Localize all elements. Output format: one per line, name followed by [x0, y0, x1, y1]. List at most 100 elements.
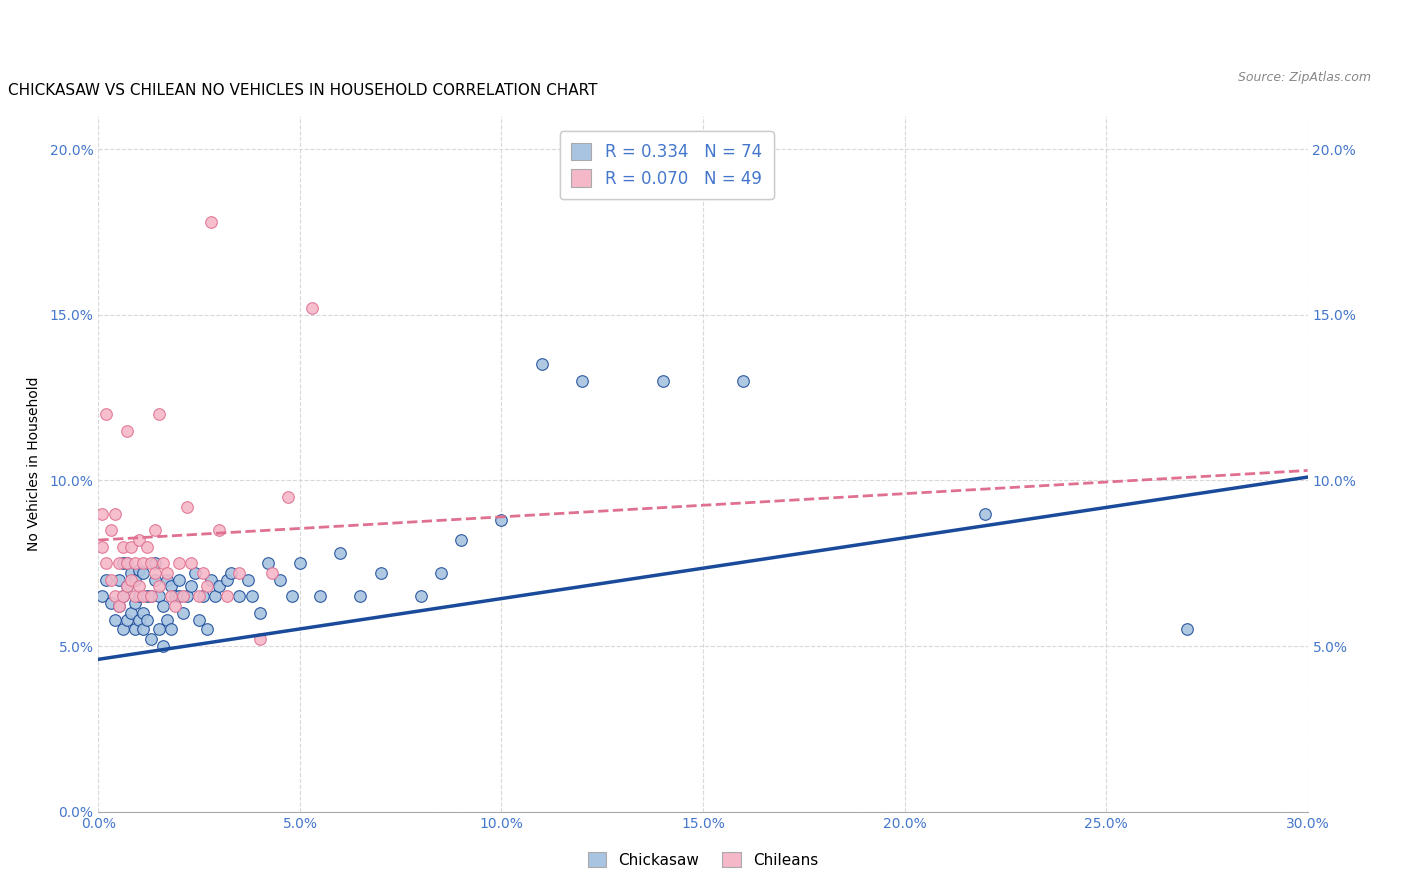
Point — [160, 623, 183, 637]
Point — [176, 500, 198, 514]
Point — [96, 556, 118, 570]
Point — [256, 556, 278, 570]
Point — [120, 606, 142, 620]
Point — [107, 599, 129, 614]
Point — [132, 566, 155, 581]
Point — [143, 523, 166, 537]
Point — [143, 556, 166, 570]
Point — [236, 573, 259, 587]
Point — [249, 632, 271, 647]
Point — [167, 573, 190, 587]
Point — [128, 579, 150, 593]
Point — [115, 613, 138, 627]
Point — [115, 424, 138, 438]
Point — [128, 563, 150, 577]
Point — [124, 596, 146, 610]
Point — [195, 623, 218, 637]
Point — [180, 556, 202, 570]
Point — [115, 556, 138, 570]
Point — [733, 374, 755, 388]
Point — [100, 573, 122, 587]
Text: Source: ZipAtlas.com: Source: ZipAtlas.com — [1237, 71, 1371, 85]
Point — [120, 573, 142, 587]
Point — [103, 613, 125, 627]
Point — [1175, 623, 1198, 637]
Point — [571, 374, 593, 388]
Point — [349, 590, 371, 604]
Point — [281, 590, 304, 604]
Point — [115, 579, 138, 593]
Point — [135, 540, 157, 554]
Point — [167, 556, 190, 570]
Point — [163, 590, 186, 604]
Point — [139, 632, 162, 647]
Point — [103, 507, 125, 521]
Point — [288, 556, 311, 570]
Point — [269, 573, 291, 587]
Point — [370, 566, 392, 581]
Point — [111, 590, 134, 604]
Text: CHICKASAW VS CHILEAN NO VEHICLES IN HOUSEHOLD CORRELATION CHART: CHICKASAW VS CHILEAN NO VEHICLES IN HOUS… — [8, 83, 598, 98]
Legend: R = 0.334   N = 74, R = 0.070   N = 49: R = 0.334 N = 74, R = 0.070 N = 49 — [560, 131, 773, 199]
Point — [409, 590, 432, 604]
Point — [228, 590, 250, 604]
Point — [103, 590, 125, 604]
Point — [228, 566, 250, 581]
Point — [132, 556, 155, 570]
Point — [128, 533, 150, 547]
Point — [124, 590, 146, 604]
Point — [204, 590, 226, 604]
Point — [148, 579, 170, 593]
Point — [180, 579, 202, 593]
Point — [156, 566, 179, 581]
Point — [172, 606, 194, 620]
Point — [139, 556, 162, 570]
Point — [195, 579, 218, 593]
Point — [491, 513, 513, 527]
Point — [115, 579, 138, 593]
Point — [107, 573, 129, 587]
Point — [301, 301, 323, 315]
Point — [96, 573, 118, 587]
Point — [132, 590, 155, 604]
Point — [139, 590, 162, 604]
Point — [143, 573, 166, 587]
Point — [309, 590, 332, 604]
Point — [124, 556, 146, 570]
Point — [111, 540, 134, 554]
Point — [163, 599, 186, 614]
Point — [530, 358, 553, 372]
Point — [208, 579, 231, 593]
Point — [107, 599, 129, 614]
Point — [124, 573, 146, 587]
Point — [143, 566, 166, 581]
Point — [329, 546, 352, 560]
Point — [277, 490, 299, 504]
Point — [111, 590, 134, 604]
Point — [200, 573, 222, 587]
Point — [107, 556, 129, 570]
Point — [193, 566, 215, 581]
Point — [148, 590, 170, 604]
Point — [249, 606, 271, 620]
Point — [221, 566, 243, 581]
Point — [152, 599, 174, 614]
Point — [152, 639, 174, 653]
Point — [208, 523, 231, 537]
Point — [160, 590, 183, 604]
Point — [217, 573, 239, 587]
Point — [172, 590, 194, 604]
Point — [100, 596, 122, 610]
Point — [132, 623, 155, 637]
Point — [128, 613, 150, 627]
Legend: Chickasaw, Chileans: Chickasaw, Chileans — [581, 844, 825, 875]
Y-axis label: No Vehicles in Household: No Vehicles in Household — [27, 376, 41, 551]
Point — [124, 623, 146, 637]
Point — [111, 623, 134, 637]
Point — [135, 590, 157, 604]
Point — [91, 590, 114, 604]
Point — [167, 590, 190, 604]
Point — [120, 540, 142, 554]
Point — [974, 507, 997, 521]
Point — [148, 407, 170, 421]
